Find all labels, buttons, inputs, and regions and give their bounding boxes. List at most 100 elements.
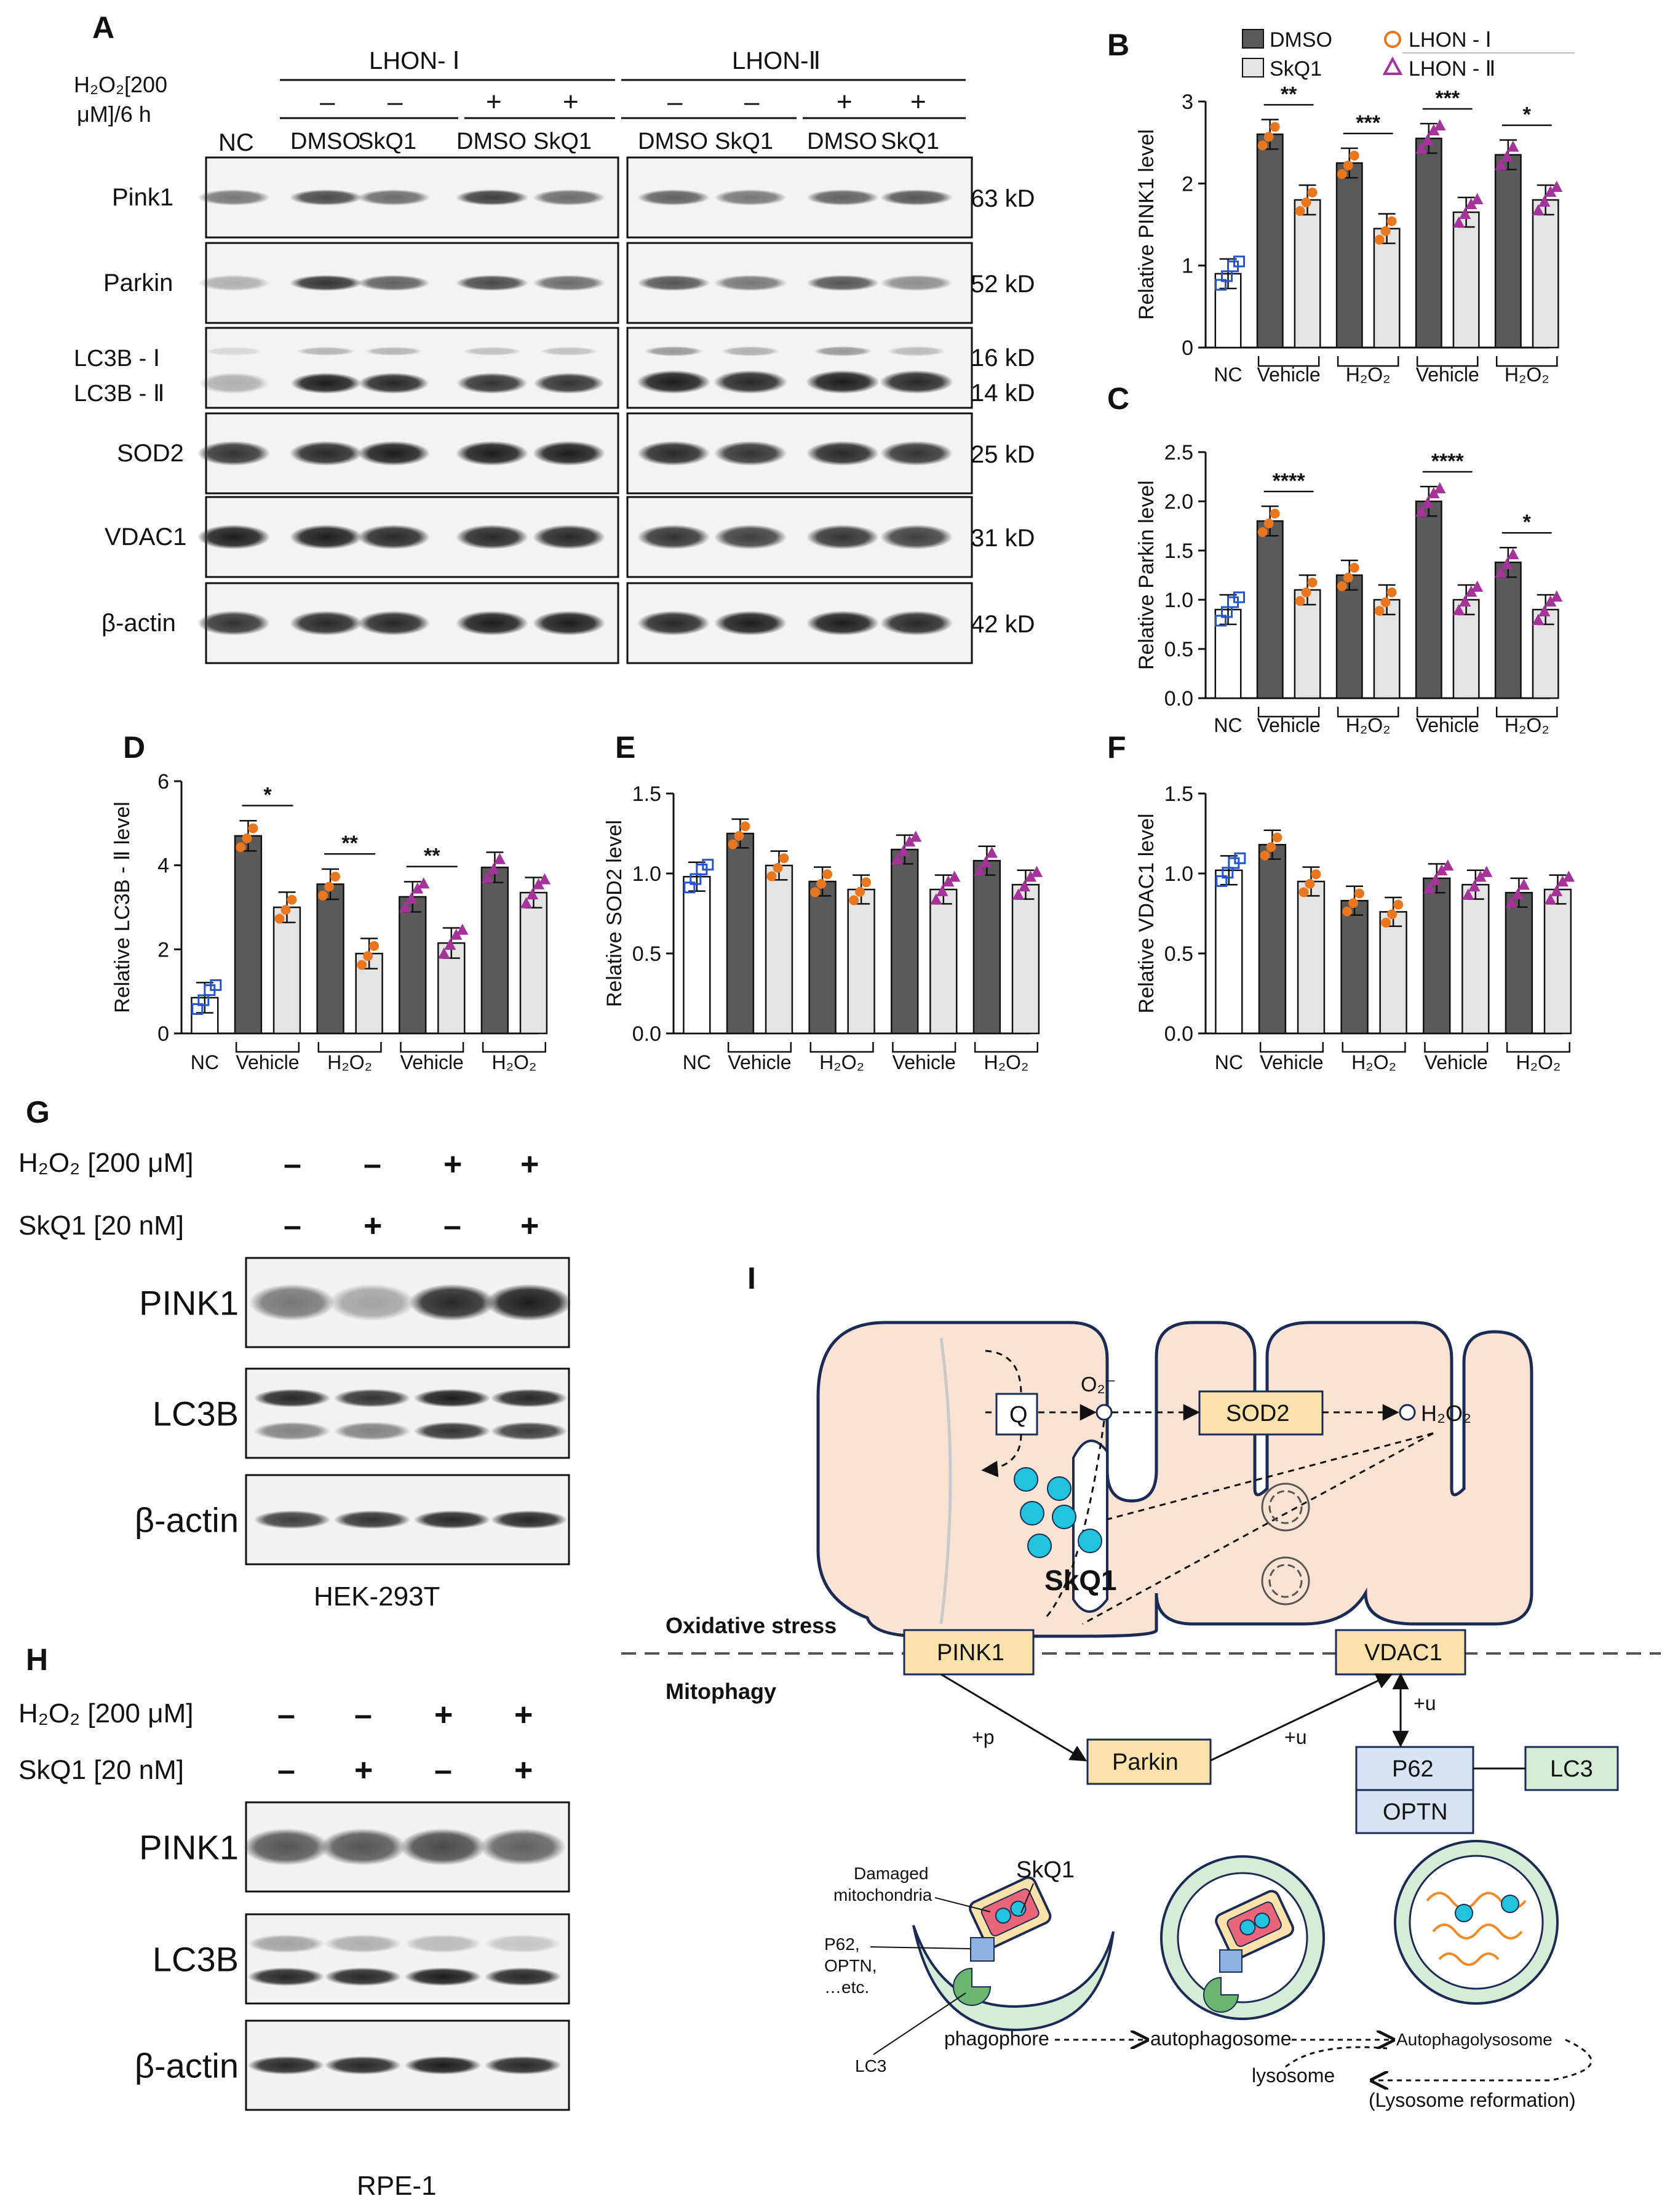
phospho-label: +p	[972, 1726, 994, 1748]
wb-sign: +	[520, 1147, 539, 1182]
wb-band	[253, 1422, 331, 1441]
chart-point	[1511, 888, 1524, 900]
chart-point	[1301, 587, 1311, 597]
chart-point	[481, 872, 494, 883]
wb-frame	[245, 1367, 570, 1459]
wb-row-label: PINK1	[139, 1284, 239, 1323]
chart-bar	[1505, 891, 1533, 1035]
lc3-box	[1524, 1746, 1619, 1791]
chart-point	[280, 905, 291, 915]
parkin-box	[1086, 1738, 1212, 1785]
panel-a-band	[637, 370, 710, 394]
panel-a-band	[533, 275, 605, 291]
chart-point	[1272, 832, 1282, 843]
chart-point	[1337, 169, 1347, 179]
panel-a-lc3-label-2: LC3B - Ⅱ	[74, 381, 165, 407]
pink1-box	[903, 1629, 1035, 1676]
chart-point	[1393, 899, 1404, 910]
panel-a-lane-label: DMSO	[807, 129, 877, 154]
chart-point	[1012, 888, 1025, 900]
chart-bar	[234, 835, 263, 1035]
panel-h-h2o2-label: H₂O₂ [200 μM]	[18, 1698, 193, 1729]
chart-y-tick-label: 0.5	[632, 942, 661, 966]
panel-a-band	[197, 441, 270, 466]
chart-group-label: Vehicle	[1260, 1051, 1323, 1073]
chart-bar	[1335, 574, 1363, 699]
chart-group-label: Vehicle	[1257, 364, 1321, 386]
chart-group-label: H₂O₂	[1351, 1051, 1396, 1073]
panel-g-letter: G	[26, 1095, 50, 1129]
wb-band	[480, 1828, 566, 1866]
panel-a-band	[198, 373, 269, 394]
chart-y-label: Relative VDAC1 level	[1135, 813, 1158, 1013]
legend-lhon2-marker	[1382, 56, 1403, 75]
panel-a-band	[880, 441, 953, 466]
panel-a-band	[813, 346, 872, 356]
chart-y-tick-label: 2	[1182, 172, 1193, 196]
panel-a-treatment-label-1: H₂O₂[200	[74, 72, 167, 97]
wb-band	[247, 2056, 325, 2075]
panel-a-group2-label: LHON-Ⅱ	[732, 47, 821, 74]
chart-y-tick-label: 0	[1182, 336, 1193, 360]
panel-a: A H₂O₂[200 μM]/6 h LHON- Ⅰ LHON-Ⅱ – – + + – –…	[74, 10, 1035, 664]
wb-band	[404, 1934, 482, 1953]
superoxide-label: O₂⁻	[1081, 1373, 1116, 1396]
chart-group-label: NC	[1214, 714, 1242, 736]
chart-group-bracket	[1337, 707, 1399, 718]
chart-point	[1471, 193, 1484, 204]
reformation-label: (Lysosome reformation)	[1369, 2089, 1576, 2111]
chart-bar	[1294, 199, 1321, 349]
panel-a-row-label: Parkin	[103, 269, 173, 296]
wb-band	[413, 1422, 491, 1441]
panel-g: G H₂O₂ [200 μM] SkQ1 [20 nM] – – + + – + – + PI…	[18, 1095, 572, 1612]
mitochondrion-crista	[1072, 1439, 1108, 1613]
chart-bar	[1258, 843, 1287, 1035]
chart-group-bracket	[809, 1042, 874, 1053]
chart-bar	[683, 875, 711, 1035]
chart-point	[1233, 255, 1246, 268]
process-arrows	[1055, 2040, 1593, 2080]
panel-a-kd-label: 31 kD	[971, 525, 1035, 552]
chart-point	[779, 853, 789, 864]
panel-a-band	[197, 611, 270, 635]
wb-band	[486, 1284, 572, 1321]
chart-group-label: Vehicle	[893, 1051, 956, 1073]
chart-point	[1562, 870, 1575, 882]
panel-a-band	[714, 441, 787, 466]
chart-point	[357, 960, 367, 970]
chart-point	[1429, 873, 1442, 885]
panel-a-kd-label: 52 kD	[971, 271, 1035, 298]
chart-point	[520, 897, 533, 909]
chart-point	[456, 923, 469, 935]
chart-sig-label: **	[341, 832, 358, 855]
chart-point	[728, 839, 738, 849]
panel-a-band	[539, 347, 598, 356]
matrix-granules	[1261, 1482, 1310, 1605]
chart-e: 0.0 0.5 1.0 1.5 Relative SOD2 level NC Vehicle…	[603, 782, 1043, 1073]
chart-group-label: H₂O₂	[327, 1051, 372, 1073]
chart-y-tick-label: 2.5	[1164, 441, 1193, 464]
chart-bar	[1494, 154, 1522, 349]
panel-a-band	[290, 525, 362, 549]
chart-bar	[1532, 199, 1559, 349]
chart-y-tick-label: 2	[157, 938, 169, 961]
chart-point	[1517, 878, 1530, 890]
chart-y-tick-label: 1.5	[632, 782, 661, 806]
chart-point	[1221, 606, 1233, 618]
panel-a-kd-label: 42 kD	[971, 611, 1035, 638]
chart-group-bracket	[1495, 707, 1558, 718]
chart-point	[1495, 159, 1507, 170]
chart-point	[979, 856, 992, 868]
panel-a-blot-frame	[205, 327, 619, 409]
p62-label: P62	[1392, 1756, 1434, 1782]
chart-point	[1442, 859, 1454, 871]
chart-bar	[1415, 137, 1442, 349]
panel-f-letter: F	[1107, 730, 1126, 765]
panel-a-kd-label: 25 kD	[971, 441, 1035, 468]
wb-row-label: β-actin	[135, 1501, 239, 1540]
panel-a-band	[806, 441, 879, 466]
wb-band	[247, 1967, 325, 1986]
chart-point	[936, 885, 948, 896]
panel-a-sign: +	[486, 87, 502, 117]
chart-group-label: NC	[1215, 1051, 1243, 1073]
